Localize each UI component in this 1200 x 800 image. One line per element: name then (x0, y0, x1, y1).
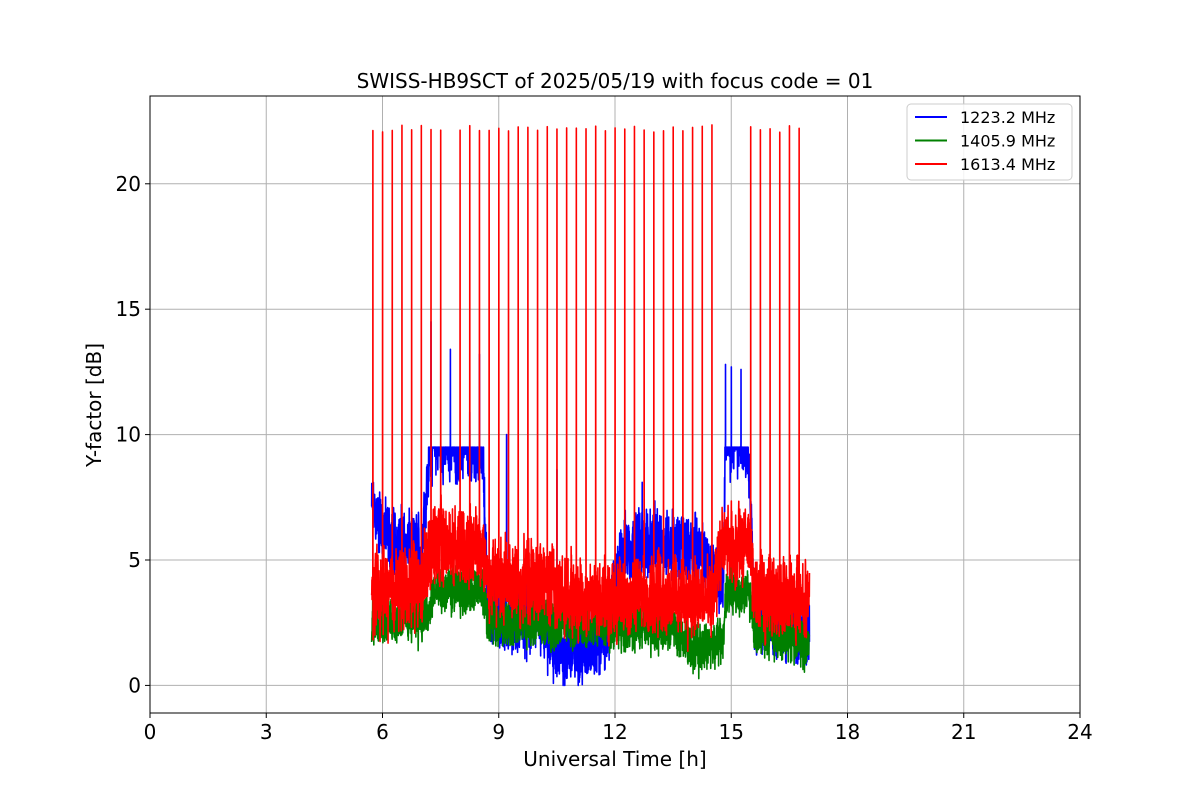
chart-title: SWISS-HB9SCT of 2025/05/19 with focus co… (357, 69, 874, 93)
x-tick-label: 0 (144, 720, 157, 744)
x-tick-label: 18 (835, 720, 860, 744)
y-tick-label: 10 (116, 423, 141, 447)
series-line-3 (370, 124, 811, 653)
y-tick-label: 15 (116, 297, 141, 321)
legend-label-2: 1405.9 MHz (960, 132, 1055, 151)
legend-label-1: 1223.2 MHz (960, 108, 1055, 127)
plot-series (370, 124, 811, 687)
axis-ticks: 0 3 6 9 12 15 18 21 24 0 5 10 15 20 (116, 172, 1093, 744)
y-tick-label: 20 (116, 172, 141, 196)
legend: 1223.2 MHz 1405.9 MHz 1613.4 MHz (906, 103, 1073, 181)
legend-label-3: 1613.4 MHz (960, 155, 1055, 174)
x-tick-label: 3 (260, 720, 273, 744)
series-line-2 (370, 549, 811, 680)
legend-box (906, 103, 1073, 181)
y-tick-label: 5 (128, 548, 141, 572)
x-tick-label: 15 (719, 720, 744, 744)
y-tick-label: 0 (128, 673, 141, 697)
series-line-1 (370, 320, 811, 687)
x-tick-label: 9 (492, 720, 505, 744)
x-tick-label: 6 (376, 720, 389, 744)
x-tick-label: 24 (1067, 720, 1092, 744)
x-tick-label: 12 (602, 720, 627, 744)
x-tick-label: 21 (951, 720, 976, 744)
y-axis-label: Y-factor [dB] (82, 343, 106, 468)
x-axis-label: Universal Time [h] (523, 747, 706, 771)
